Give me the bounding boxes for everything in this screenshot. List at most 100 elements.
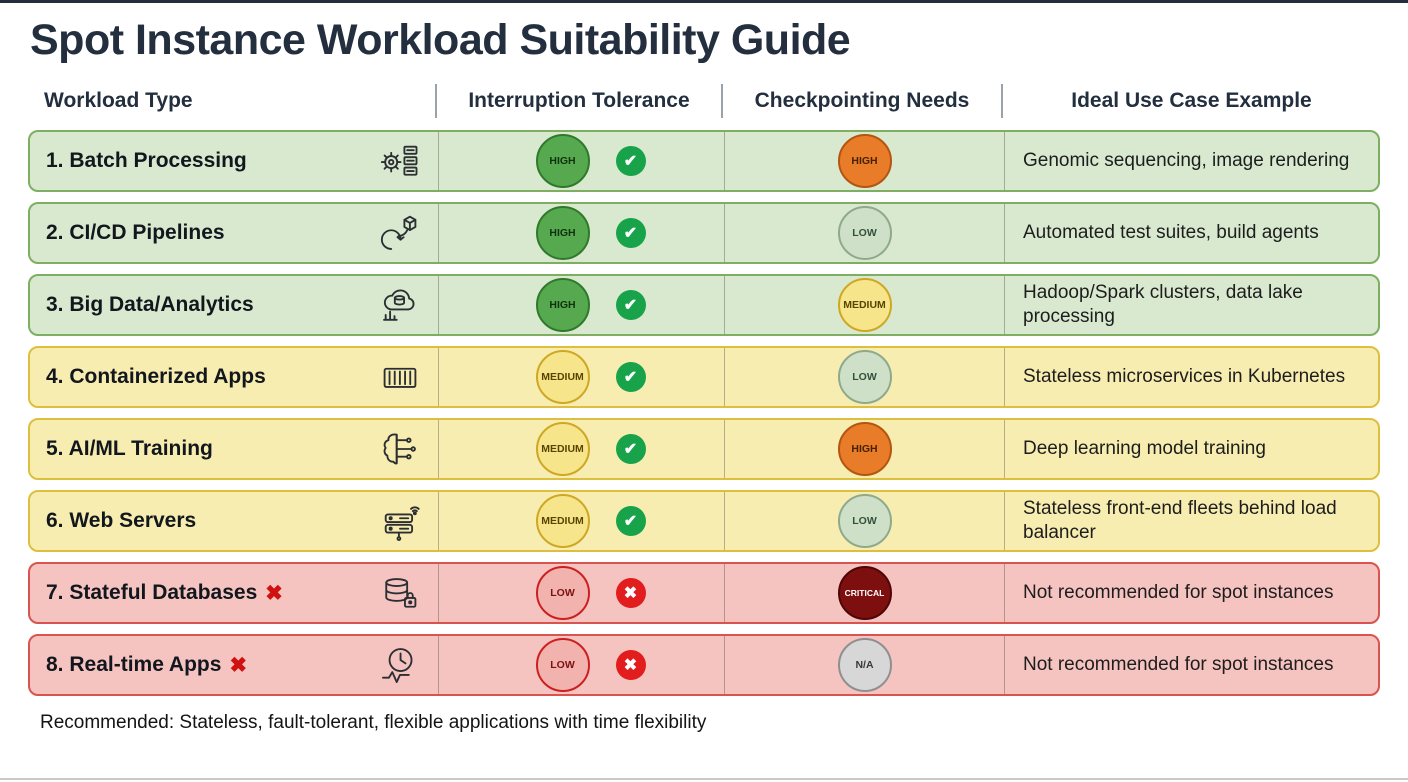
check-circle-icon: ✔: [615, 434, 646, 465]
checkpoint-cell: HIGH: [725, 420, 1005, 479]
tolerance-badge: HIGH: [535, 278, 590, 333]
workload-name: 1. Batch Processing: [46, 149, 247, 173]
use-case-cell: Automated test suites, build agents: [1005, 204, 1378, 262]
check-circle-icon: ✔: [615, 362, 646, 393]
tolerance-badge: MEDIUM: [535, 350, 590, 405]
column-header-checkpointing-needs: Checkpointing Needs: [723, 84, 1003, 119]
use-case-cell: Not recommended for spot instances: [1005, 636, 1378, 694]
tolerance-cell: LOW ✖: [439, 636, 725, 695]
not-recommended-cross-icon: ✖: [265, 581, 283, 605]
page-title: Spot Instance Workload Suitability Guide: [30, 16, 851, 64]
workload-cell: 7. Stateful Databases ✖: [30, 564, 439, 623]
clock-pulse-icon: [374, 643, 426, 687]
checkpoint-cell: HIGH: [725, 132, 1005, 191]
not-recommended-cross-icon: ✖: [229, 653, 248, 677]
workload-name: 5. AI/ML Training: [46, 437, 213, 461]
cicd-pipeline-icon: [374, 211, 426, 255]
workload-cell: 6. Web Servers ✖: [30, 492, 439, 551]
table-row: 6. Web Servers ✖ MEDIUM ✔ LOW Stateless …: [28, 490, 1380, 553]
tolerance-cell: MEDIUM ✔: [439, 348, 725, 407]
use-case-cell: Deep learning model training: [1005, 420, 1378, 478]
table-row: 7. Stateful Databases ✖ LOW ✖ CRITICAL N…: [28, 562, 1380, 625]
check-circle-icon: ✔: [615, 290, 646, 321]
container-icon: [374, 355, 426, 399]
tolerance-cell: HIGH ✔: [439, 276, 725, 335]
checkpoint-badge: CRITICAL: [837, 566, 892, 621]
check-circle-icon: ✔: [615, 506, 646, 537]
checkpoint-cell: MEDIUM: [725, 276, 1005, 335]
spot-suitability-guide: Spot Instance Workload Suitability Guide…: [0, 16, 1408, 782]
use-case-cell: Stateless microservices in Kubernetes: [1005, 348, 1378, 406]
checkpoint-badge: N/A: [837, 638, 892, 693]
use-case-cell: Not recommended for spot instances: [1005, 564, 1378, 622]
table-header: Workload Type Interruption Tolerance Che…: [28, 84, 1380, 119]
checkpoint-cell: LOW: [725, 348, 1005, 407]
use-case-text: Deep learning model training: [1023, 437, 1266, 459]
workload-name: 2. CI/CD Pipelines: [46, 221, 225, 245]
column-header-ideal-use-case: Ideal Use Case Example: [1071, 89, 1312, 113]
table-row: 8. Real-time Apps ✖ LOW ✖ N/A Not recomm…: [28, 634, 1380, 697]
use-case-text: Genomic sequencing, image rendering: [1023, 149, 1350, 171]
table-row: 1. Batch Processing ✖ HIGH ✔ HIGH Genomi…: [28, 130, 1380, 193]
workload-cell: 2. CI/CD Pipelines ✖: [30, 204, 439, 263]
checkpoint-badge: LOW: [837, 494, 892, 549]
use-case-text: Stateless microservices in Kubernetes: [1023, 365, 1346, 387]
tolerance-badge: MEDIUM: [535, 422, 590, 477]
tolerance-cell: MEDIUM ✔: [439, 492, 725, 551]
bottom-divider: [0, 778, 1408, 780]
checkpoint-badge: LOW: [837, 350, 892, 405]
tolerance-badge: HIGH: [535, 134, 590, 189]
table-row: 3. Big Data/Analytics ✖ HIGH ✔ MEDIUM Ha…: [28, 274, 1380, 337]
checkpoint-cell: CRITICAL: [725, 564, 1005, 623]
table-row: 4. Containerized Apps ✖ MEDIUM ✔ LOW Sta…: [28, 346, 1380, 409]
workload-cell: 1. Batch Processing ✖: [30, 132, 439, 191]
gear-task-list-icon: [374, 139, 426, 183]
tolerance-badge: MEDIUM: [535, 494, 590, 549]
workload-cell: 4. Containerized Apps ✖: [30, 348, 439, 407]
use-case-text: Not recommended for spot instances: [1023, 581, 1334, 603]
footer-note: Recommended: Stateless, fault-tolerant, …: [40, 712, 707, 734]
tolerance-cell: HIGH ✔: [439, 132, 725, 191]
workload-cell: 3. Big Data/Analytics ✖: [30, 276, 439, 335]
table-row: 2. CI/CD Pipelines ✖ HIGH ✔ LOW Automate…: [28, 202, 1380, 265]
workload-name: 8. Real-time Apps: [46, 653, 222, 677]
tolerance-badge: HIGH: [535, 206, 590, 261]
use-case-text: Hadoop/Spark clusters, data lake process…: [1023, 281, 1303, 328]
use-case-cell: Stateless front-end fleets behind load b…: [1005, 492, 1378, 550]
checkpoint-badge: HIGH: [837, 134, 892, 189]
checkpoint-cell: LOW: [725, 492, 1005, 551]
workload-name: 7. Stateful Databases: [46, 581, 258, 605]
checkpoint-badge: HIGH: [837, 422, 892, 477]
use-case-cell: Genomic sequencing, image rendering: [1005, 132, 1378, 190]
tolerance-cell: LOW ✖: [439, 564, 725, 623]
checkpoint-badge: LOW: [837, 206, 892, 261]
workload-cell: 5. AI/ML Training ✖: [30, 420, 439, 479]
server-stack-icon: [374, 499, 426, 543]
checkpoint-cell: N/A: [725, 636, 1005, 695]
workload-name: 4. Containerized Apps: [46, 365, 266, 389]
checkpoint-cell: LOW: [725, 204, 1005, 263]
database-lock-icon: [374, 571, 426, 615]
cloud-database-chart-icon: [374, 283, 426, 327]
column-header-interruption-tolerance: Interruption Tolerance: [437, 84, 723, 119]
cross-circle-icon: ✖: [615, 650, 646, 681]
table-body: 1. Batch Processing ✖ HIGH ✔ HIGH Genomi…: [28, 130, 1380, 697]
tolerance-badge: LOW: [535, 566, 590, 621]
check-circle-icon: ✔: [615, 146, 646, 177]
tolerance-cell: MEDIUM ✔: [439, 420, 725, 479]
use-case-text: Automated test suites, build agents: [1023, 221, 1319, 243]
tolerance-badge: LOW: [535, 638, 590, 693]
brain-circuit-icon: [374, 427, 426, 471]
workload-name: 6. Web Servers: [46, 509, 197, 533]
checkpoint-badge: MEDIUM: [837, 278, 892, 333]
column-header-workload-type: Workload Type: [28, 84, 437, 119]
use-case-text: Stateless front-end fleets behind load b…: [1023, 497, 1337, 544]
use-case-cell: Hadoop/Spark clusters, data lake process…: [1005, 276, 1378, 334]
workload-name: 3. Big Data/Analytics: [46, 293, 254, 317]
use-case-text: Not recommended for spot instances: [1023, 653, 1334, 675]
workload-cell: 8. Real-time Apps ✖: [30, 636, 439, 695]
table-row: 5. AI/ML Training ✖ MEDIUM ✔ HIGH Deep l…: [28, 418, 1380, 481]
check-circle-icon: ✔: [615, 218, 646, 249]
cross-circle-icon: ✖: [615, 578, 646, 609]
tolerance-cell: HIGH ✔: [439, 204, 725, 263]
